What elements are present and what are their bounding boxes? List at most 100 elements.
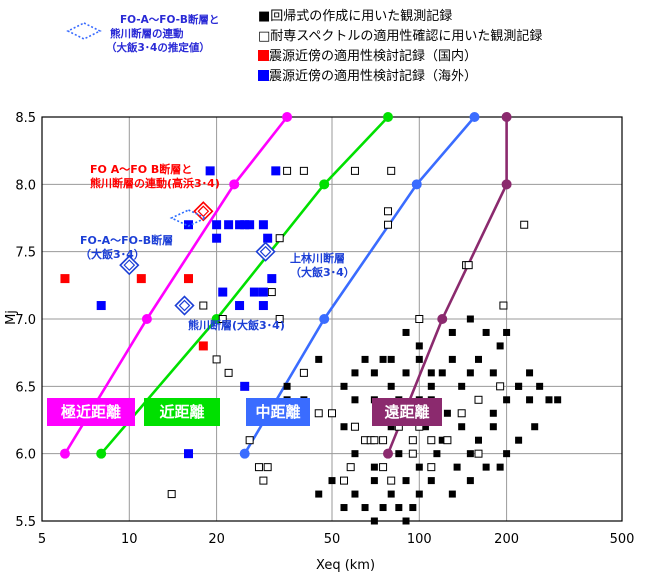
annotation-kambayashi-line-2: （大飯3･4） bbox=[290, 266, 355, 279]
data-point-filled bbox=[458, 423, 466, 431]
data-point-filled bbox=[351, 396, 359, 404]
data-point-filled bbox=[351, 369, 359, 377]
data-point-filled bbox=[415, 490, 423, 498]
zone-line-marker bbox=[469, 112, 480, 122]
data-point-open bbox=[415, 315, 424, 323]
data-point-filled bbox=[526, 369, 534, 377]
data-point-open bbox=[224, 368, 233, 377]
x-tick-label: 50 bbox=[324, 532, 341, 547]
data-point-open bbox=[346, 463, 355, 472]
data-point-filled bbox=[427, 477, 435, 485]
zone-line-marker bbox=[501, 112, 512, 122]
data-point-open bbox=[384, 207, 393, 216]
data-point-open bbox=[499, 301, 508, 310]
data-point-filled bbox=[489, 423, 497, 431]
data-point-filled bbox=[328, 477, 336, 485]
data-point-filled bbox=[433, 450, 441, 458]
zone-label-near: 近距離 bbox=[144, 398, 220, 426]
y-tick-label: 8.0 bbox=[15, 178, 36, 193]
data-point-filled bbox=[466, 315, 474, 323]
zone-line bbox=[386, 117, 508, 455]
data-point-filled bbox=[379, 504, 387, 512]
data-point-filled bbox=[283, 382, 291, 390]
annotation-ohi-fo-line-1: FO-A～FO-B断層 bbox=[80, 234, 174, 247]
y-tick-label: 5.5 bbox=[15, 515, 36, 530]
estimate-diamond bbox=[255, 241, 276, 262]
data-point-filled bbox=[245, 220, 255, 230]
data-point-filled bbox=[60, 274, 70, 284]
zone-label-very-near: 極近距離 bbox=[47, 398, 135, 426]
data-point-filled bbox=[361, 355, 369, 363]
data-point-filled bbox=[212, 220, 222, 230]
data-point-filled bbox=[503, 328, 511, 336]
data-point-open bbox=[474, 449, 483, 458]
data-point-open bbox=[384, 220, 393, 229]
legend-overseas-label: 震源近傍の適用性検討記録（海外） bbox=[269, 69, 478, 84]
data-point-open bbox=[457, 409, 466, 418]
data-point-filled bbox=[258, 301, 268, 311]
estimate-diamond bbox=[193, 201, 214, 222]
estimate-diamond-inner bbox=[123, 259, 136, 271]
data-point-open bbox=[259, 476, 268, 485]
data-point-open bbox=[299, 368, 308, 377]
data-point-filled bbox=[212, 233, 222, 243]
x-tick-label: 10 bbox=[121, 532, 138, 547]
data-point-filled bbox=[370, 463, 378, 471]
estimate-diamond bbox=[119, 255, 140, 276]
estimate-diamond bbox=[174, 295, 195, 316]
data-point-filled bbox=[240, 220, 250, 230]
annotation-takahama-line-1: FO A～FO B断層と bbox=[90, 163, 193, 176]
y-tick-label: 8.5 bbox=[15, 111, 36, 126]
fo-note-line-2: 熊川断層の連動 bbox=[110, 28, 184, 40]
annotation-kambayashi-line-1: 上林川断層 bbox=[290, 252, 345, 265]
data-point-open bbox=[370, 436, 379, 445]
y-tick-label: 6.5 bbox=[15, 380, 36, 395]
data-point-filled bbox=[387, 382, 395, 390]
data-point-filled bbox=[136, 274, 146, 284]
annotation-kumagawa: 熊川断層(大飯3･4) bbox=[188, 319, 285, 333]
data-point-filled bbox=[489, 409, 497, 417]
x-tick-label: 100 bbox=[407, 532, 432, 547]
data-point-filled bbox=[96, 301, 106, 311]
data-point-filled bbox=[515, 436, 523, 444]
data-point-filled bbox=[315, 355, 323, 363]
data-point-filled bbox=[474, 436, 482, 444]
data-point-filled bbox=[554, 396, 562, 404]
data-point-open bbox=[443, 436, 452, 445]
zone-label-far: 遠距離 bbox=[372, 398, 442, 426]
data-point-filled bbox=[183, 274, 193, 284]
annotation-takahama: FO A～FO B断層と 熊川断層の連動(高浜3･4) bbox=[90, 163, 220, 191]
data-point-filled bbox=[198, 341, 208, 351]
data-point-filled bbox=[489, 369, 497, 377]
data-point-filled bbox=[496, 463, 504, 471]
data-point-filled bbox=[415, 342, 423, 350]
fo-note-line-1: FO-A～FO-B断層と bbox=[120, 14, 220, 26]
zone-label-middle: 中距離 bbox=[246, 398, 310, 426]
data-point-open bbox=[275, 234, 284, 243]
data-point-filled bbox=[340, 504, 348, 512]
data-point-filled bbox=[315, 490, 323, 498]
data-point-filled bbox=[438, 369, 446, 377]
data-point-filled bbox=[402, 517, 410, 525]
data-point-open bbox=[340, 476, 349, 485]
data-point-filled bbox=[402, 369, 410, 377]
zone-line-marker bbox=[437, 314, 448, 324]
zone-line-marker bbox=[229, 179, 240, 190]
annotation-takahama-line-2: 熊川断層の連動(高浜3･4) bbox=[90, 177, 220, 190]
y-axis-title: Mj bbox=[3, 310, 19, 325]
estimate-markers bbox=[119, 201, 276, 316]
data-point-filled bbox=[503, 450, 511, 458]
data-point-open bbox=[299, 166, 308, 175]
annotation-ohi-fo-line-2: （大飯3･4） bbox=[80, 248, 145, 261]
legend-item-overseas: 震源近傍の適用性検討記録（海外） bbox=[258, 65, 477, 84]
data-point-open bbox=[212, 355, 221, 364]
data-point-filled bbox=[474, 355, 482, 363]
data-point-filled bbox=[370, 369, 378, 377]
data-point-filled bbox=[421, 423, 429, 431]
legend-red-square bbox=[258, 50, 269, 61]
data-point-filled bbox=[545, 396, 553, 404]
fo-estimate-legend-icon bbox=[66, 22, 102, 40]
data-point-filled bbox=[271, 166, 281, 176]
legend-domestic-label: 震源近傍の適用性検討記録（国内） bbox=[269, 49, 478, 64]
data-point-filled bbox=[351, 450, 359, 458]
